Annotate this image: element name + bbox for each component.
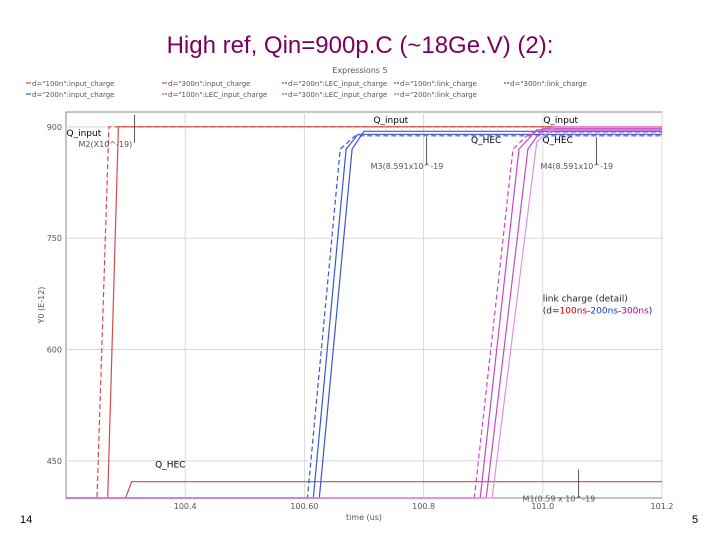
legend-entry: d="100n":input_charge — [32, 80, 115, 88]
note-value: 200ns — [590, 306, 618, 316]
legend-entry: d="300n":LEC_input_charge — [288, 91, 387, 99]
y-tick-label: 900 — [47, 123, 62, 132]
x-tick-label: 101.2 — [651, 502, 674, 511]
x-axis-label: time (us) — [346, 513, 382, 522]
legend-entry: d="300n":link_charge — [510, 80, 587, 88]
series-annotation: Q_HEC — [543, 136, 573, 146]
y-tick-label: 750 — [47, 234, 62, 243]
marker-label: M3(8.591x10^-19 — [371, 162, 444, 171]
note-value: 100ns — [560, 306, 588, 316]
marker-label: M2(X10^-19) — [79, 140, 133, 149]
series-annotation: Q_input — [67, 129, 102, 139]
note-separator: - — [587, 306, 590, 316]
x-tick-label: 100.4 — [174, 502, 197, 511]
series-annotation: Q_HEC — [155, 461, 185, 471]
series-annotation: Q_input — [543, 116, 578, 126]
legend-entry: d="200n":link_charge — [400, 91, 477, 99]
markers: M2(X10^-19) M3(8.591x10^-19 M4(8.591x10^-1… — [79, 114, 613, 504]
x-tick-label: 100.60 — [290, 502, 318, 511]
detail-note-values: (d=100ns-200ns-300ns) — [543, 306, 653, 316]
x-tick-label: 100.8 — [412, 502, 435, 511]
legend: Expressions 5 d="100n":input_charge d="200… — [26, 66, 587, 99]
note-separator: - — [618, 306, 621, 316]
legend-entry: d="200n":LEC_input_charge — [288, 80, 387, 88]
note-value: 300ns — [621, 306, 649, 316]
legend-entry: d="200n":input_charge — [32, 91, 115, 99]
slide-number-left: 14 — [20, 514, 33, 526]
plot-area — [65, 111, 663, 499]
plot-frame — [65, 111, 663, 499]
marker-label: M1(0.59 x 10^-19 — [523, 495, 596, 504]
slide-title: High ref, Qin=900p.C (~18Ge.V) (2): — [166, 32, 554, 59]
x-tick-label: 101.0 — [531, 502, 554, 511]
note-suffix: ) — [649, 306, 653, 316]
legend-entry: d="100n":link_charge — [400, 80, 477, 88]
axes: 100.4 100.60 100.8 101.0 101.2 900 750 600 450 ti… — [37, 123, 673, 522]
y-tick-label: 600 — [47, 346, 62, 355]
note-prefix: (d= — [543, 306, 560, 316]
series-line — [66, 126, 662, 499]
slide-number-right: 5 — [692, 514, 699, 526]
legend-entry: d="300n":input_charge — [168, 80, 251, 88]
marker-label: M4(8.591x10^-19 — [540, 162, 613, 171]
series-lines — [66, 126, 662, 499]
legend-entry: d="100n":LEC_input_charge — [168, 91, 267, 99]
series-line — [66, 126, 662, 499]
chart-title: Expressions 5 — [332, 66, 387, 75]
series-annotation: Q_input — [373, 116, 408, 126]
series-annotation: Q_HEC — [471, 136, 501, 146]
detail-note-title: link charge (detail) — [543, 294, 628, 304]
y-tick-label: 450 — [47, 457, 62, 466]
y-axis-label: Y0 (E-12) — [37, 287, 46, 325]
